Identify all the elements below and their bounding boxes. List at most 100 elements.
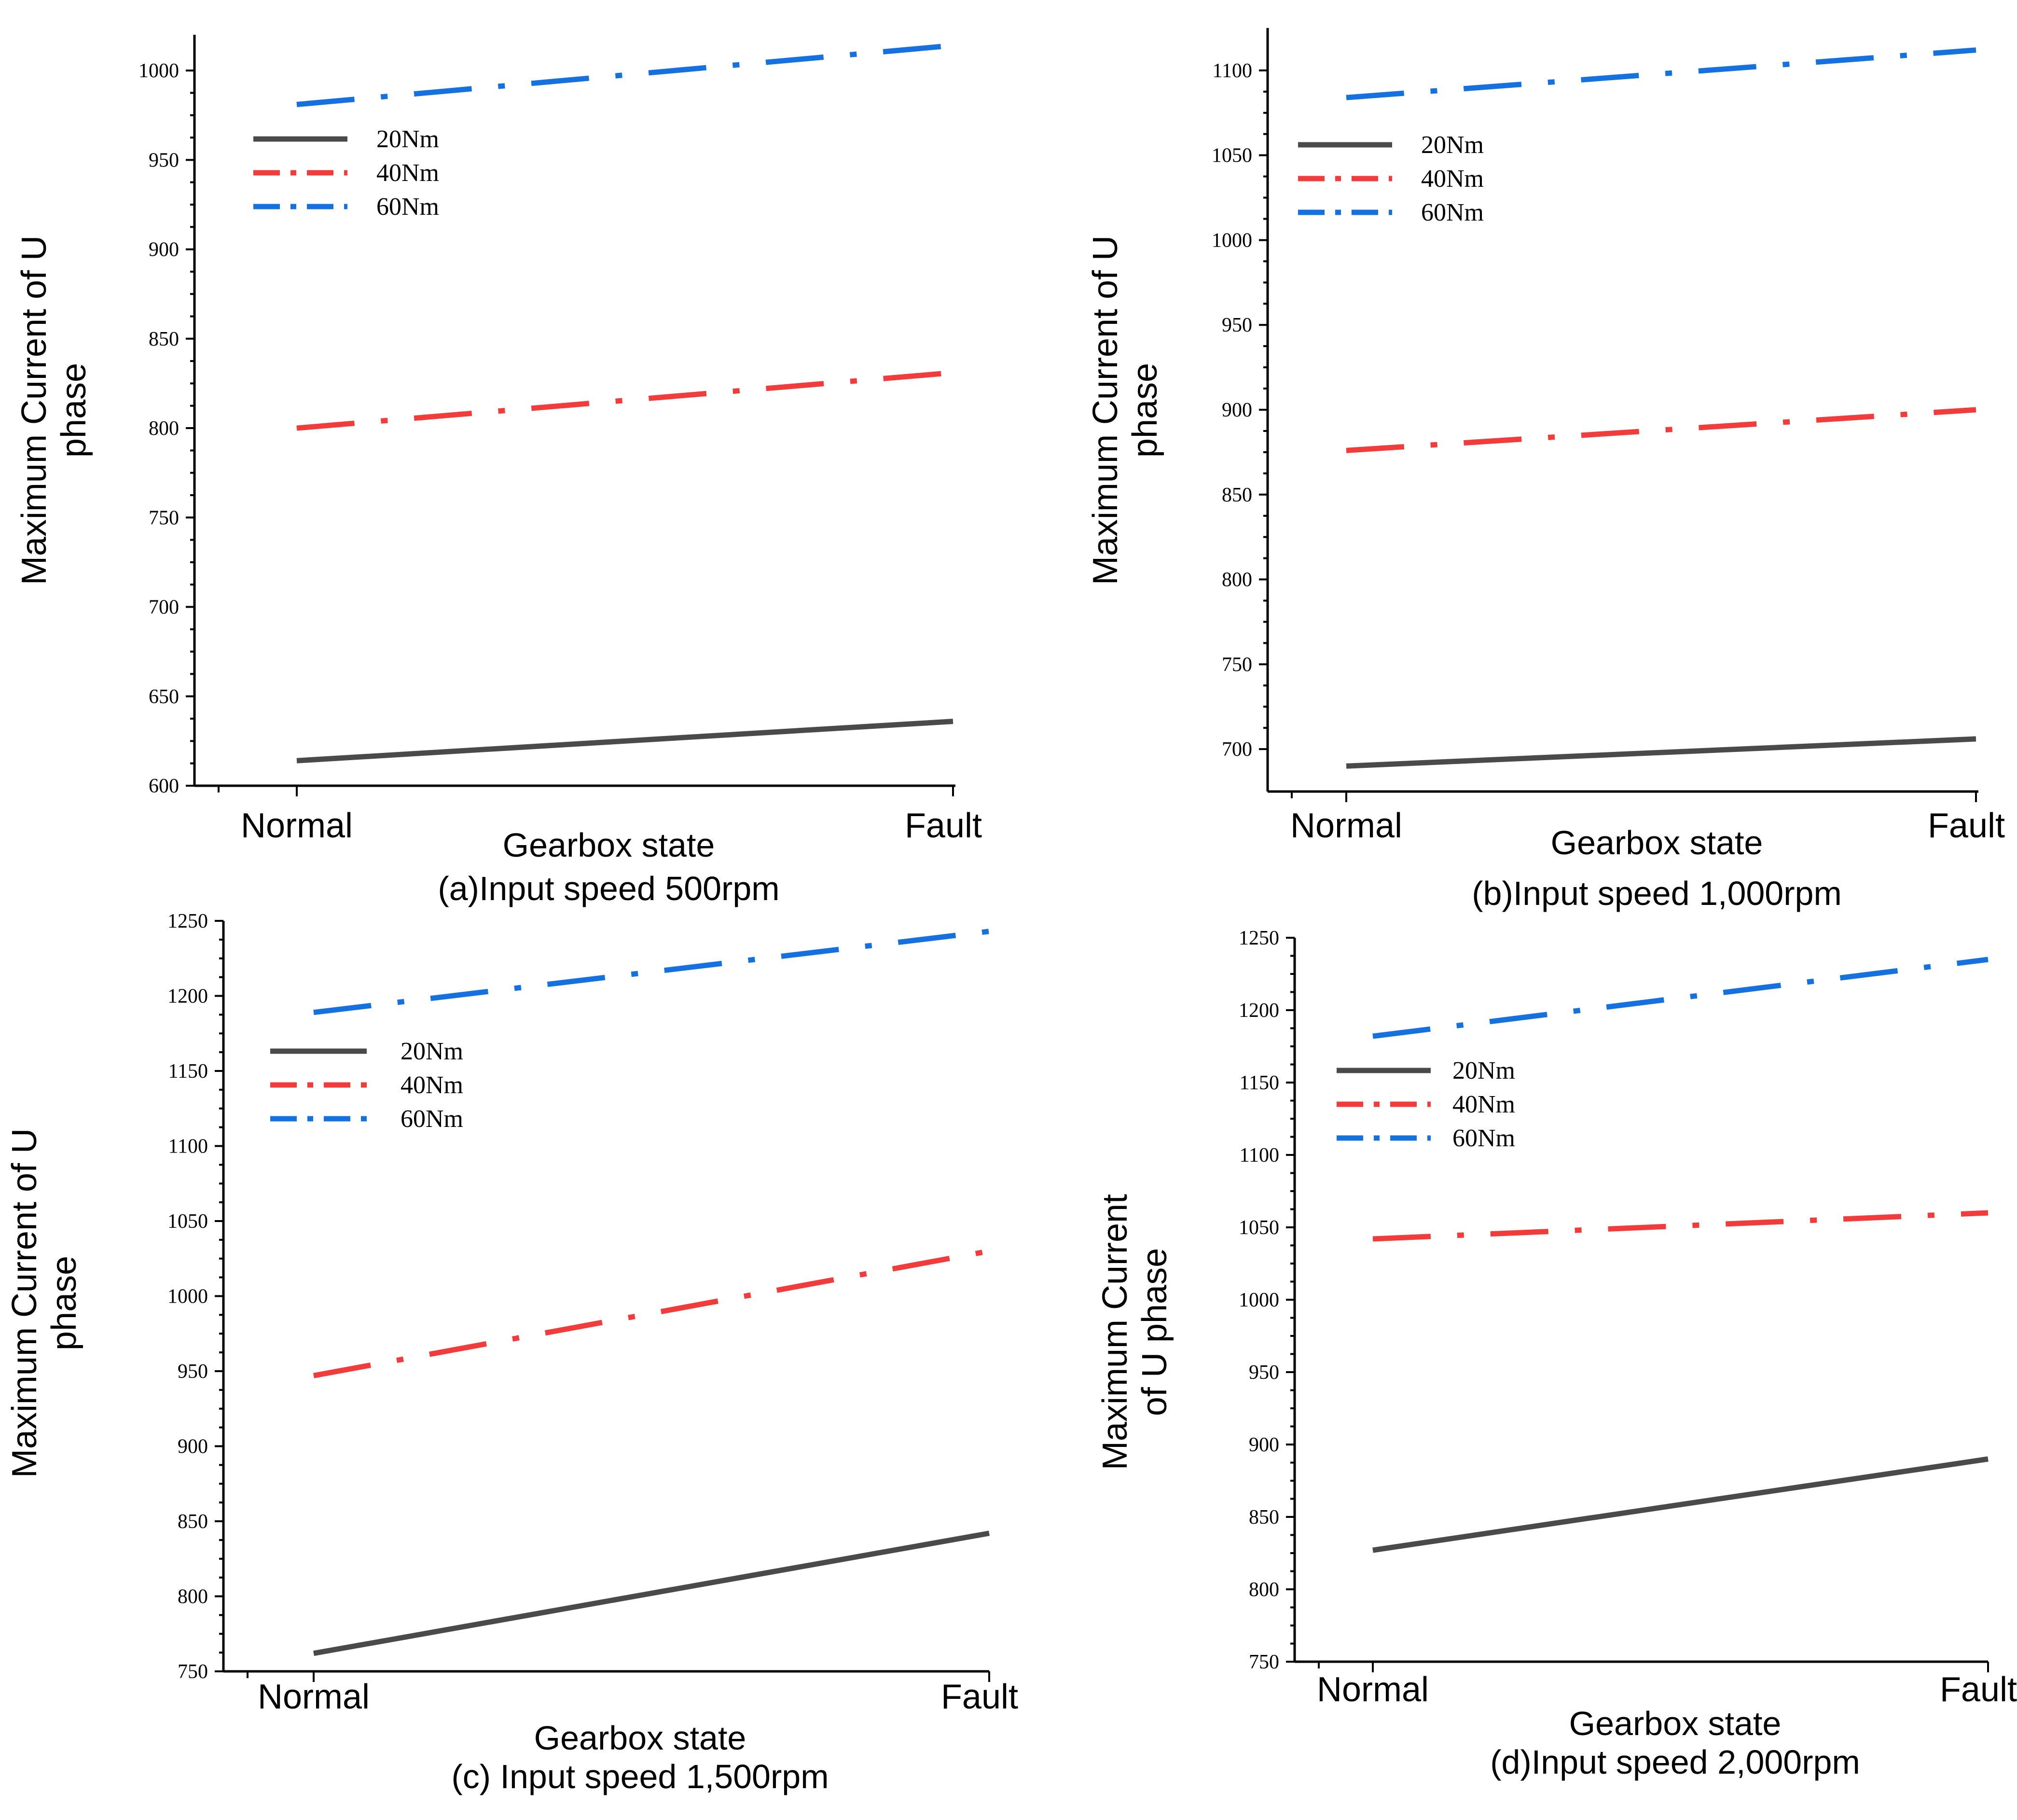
x-category-label: Fault bbox=[1940, 1670, 2017, 1709]
y-tick-label: 700 bbox=[149, 597, 179, 619]
y-tick-label: 1050 bbox=[167, 1210, 208, 1233]
y-axis-label-line: Maximum Current of U bbox=[5, 1128, 44, 1478]
y-tick-label: 750 bbox=[178, 1661, 208, 1683]
y-axis-label-line: phase bbox=[45, 1256, 83, 1350]
legend: 20Nm 40Nm 60Nm bbox=[1337, 1057, 1515, 1152]
y-tick-label: 1250 bbox=[167, 910, 208, 932]
chart-caption: (b)Input speed 1,000rpm bbox=[1472, 875, 1842, 912]
y-tick-label: 850 bbox=[1222, 484, 1252, 506]
series-line-60Nm bbox=[313, 929, 990, 1015]
chart-caption: (c) Input speed 1,500rpm bbox=[451, 1758, 829, 1795]
y-tick-label: 950 bbox=[149, 149, 179, 171]
y-tick-label: 950 bbox=[1222, 314, 1252, 336]
legend-label: 40Nm bbox=[1452, 1091, 1515, 1118]
y-tick-label: 900 bbox=[149, 239, 179, 261]
y-axis-label-line: phase bbox=[55, 363, 93, 458]
series-line-40Nm bbox=[1372, 1210, 1989, 1242]
y-tick-label: 650 bbox=[149, 686, 179, 708]
x-axis-label: Gearbox state bbox=[1551, 824, 1763, 861]
y-tick-label: 1100 bbox=[1213, 60, 1252, 82]
x-axis-label: Gearbox state bbox=[503, 826, 715, 864]
legend-label: 40Nm bbox=[376, 159, 439, 187]
y-axis-label-line: of U phase bbox=[1135, 1248, 1174, 1416]
y-tick-label: 950 bbox=[178, 1361, 208, 1383]
y-tick-label: 600 bbox=[149, 775, 179, 797]
y-tick-label: 1150 bbox=[1240, 1072, 1279, 1094]
y-tick-label: 950 bbox=[1249, 1362, 1279, 1384]
y-axis-label: Maximum Current of Uphase bbox=[1086, 236, 1164, 585]
x-category-label: Fault bbox=[941, 1678, 1018, 1716]
y-tick-label: 750 bbox=[1249, 1651, 1279, 1673]
series-line-20Nm bbox=[1346, 736, 1976, 769]
legend-label: 20Nm bbox=[376, 125, 439, 153]
y-axis-label-line: Maximum Current of U bbox=[1086, 236, 1125, 585]
x-category-label: Fault bbox=[905, 806, 982, 845]
x-category-label: Normal bbox=[241, 806, 353, 845]
legend-label: 40Nm bbox=[1421, 165, 1484, 193]
legend-label: 20Nm bbox=[1421, 131, 1484, 159]
y-tick-label: 900 bbox=[1249, 1434, 1279, 1456]
legend-label: 20Nm bbox=[1452, 1057, 1515, 1084]
series-line-60Nm bbox=[1372, 957, 1989, 1039]
y-tick-label: 700 bbox=[1222, 738, 1252, 761]
series-line-60Nm bbox=[1346, 47, 1976, 100]
chart-c: 750 800 850 900 950 1000 1050 1100 1150 1200 1250 N… bbox=[5, 910, 1018, 1795]
legend-label: 40Nm bbox=[401, 1071, 463, 1099]
y-tick-label: 750 bbox=[149, 507, 179, 529]
legend-label: 60Nm bbox=[376, 193, 439, 221]
y-tick-label: 1250 bbox=[1239, 927, 1279, 949]
series-line-20Nm bbox=[313, 1530, 990, 1656]
series-line-40Nm bbox=[313, 1248, 990, 1378]
series-line-40Nm bbox=[296, 370, 953, 431]
chart-b: 700 750 800 850 900 950 1000 1050 1100 Normal Faul… bbox=[1086, 28, 2005, 912]
y-tick-label: 900 bbox=[1222, 399, 1252, 421]
series-line-60Nm bbox=[296, 42, 953, 107]
y-tick-label: 900 bbox=[178, 1436, 208, 1458]
y-axis-label: Maximum Currentof U phase bbox=[1096, 1194, 1174, 1470]
y-tick-label: 1000 bbox=[1212, 229, 1252, 251]
series-line-20Nm bbox=[1372, 1456, 1989, 1553]
series-line-20Nm bbox=[296, 719, 953, 764]
chart-caption: (d)Input speed 2,000rpm bbox=[1490, 1743, 1860, 1781]
x-axis-label: Gearbox state bbox=[534, 1719, 746, 1757]
x-axis-label: Gearbox state bbox=[1569, 1705, 1782, 1742]
y-tick-label: 1000 bbox=[167, 1286, 208, 1308]
series-line-40Nm bbox=[1346, 407, 1976, 453]
legend-label: 60Nm bbox=[1452, 1125, 1515, 1152]
y-tick-label: 1200 bbox=[167, 986, 208, 1008]
y-tick-label: 1200 bbox=[1239, 1000, 1279, 1022]
legend: 20Nm 40Nm 60Nm bbox=[1298, 131, 1484, 226]
y-tick-label: 850 bbox=[149, 328, 179, 350]
y-axis-label: Maximum Current of Uphase bbox=[15, 236, 93, 585]
y-tick-label: 850 bbox=[1249, 1506, 1279, 1528]
y-tick-label: 1050 bbox=[1212, 145, 1252, 167]
chart-caption: (a)Input speed 500rpm bbox=[438, 870, 779, 907]
legend-label: 20Nm bbox=[401, 1038, 463, 1065]
y-axis-label-line: Maximum Current of U bbox=[15, 236, 54, 585]
y-tick-label: 800 bbox=[1222, 569, 1252, 591]
y-tick-label: 1000 bbox=[138, 60, 179, 82]
y-tick-label: 750 bbox=[1222, 653, 1252, 676]
y-tick-label: 850 bbox=[178, 1511, 208, 1533]
y-tick-label: 1000 bbox=[1239, 1289, 1279, 1311]
y-axis-label: Maximum Current of Uphase bbox=[5, 1128, 83, 1478]
y-tick-label: 1150 bbox=[168, 1060, 208, 1083]
x-category-label: Normal bbox=[1317, 1670, 1429, 1709]
chart-d: 750 800 850 900 950 1000 1050 1100 1150 1200 1250 N… bbox=[1096, 927, 2017, 1781]
legend-label: 60Nm bbox=[1421, 199, 1484, 226]
legend: 20Nm 40Nm 60Nm bbox=[253, 125, 439, 221]
x-category-label: Normal bbox=[1290, 806, 1402, 845]
x-category-label: Normal bbox=[258, 1678, 370, 1716]
y-tick-label: 1050 bbox=[1239, 1217, 1279, 1239]
y-tick-label: 800 bbox=[1249, 1579, 1279, 1601]
legend: 20Nm 40Nm 60Nm bbox=[270, 1038, 463, 1133]
y-axis-label-line: Maximum Current bbox=[1096, 1194, 1134, 1470]
y-axis-label-line: phase bbox=[1126, 363, 1164, 458]
y-tick-label: 1100 bbox=[168, 1136, 208, 1158]
legend-label: 60Nm bbox=[401, 1105, 463, 1133]
y-tick-label: 800 bbox=[178, 1586, 208, 1608]
y-tick-label: 1100 bbox=[1240, 1144, 1279, 1167]
x-category-label: Fault bbox=[1928, 806, 2005, 845]
chart-a: 600 650 700 750 800 850 900 950 1000 Normal Fault G… bbox=[15, 35, 982, 907]
